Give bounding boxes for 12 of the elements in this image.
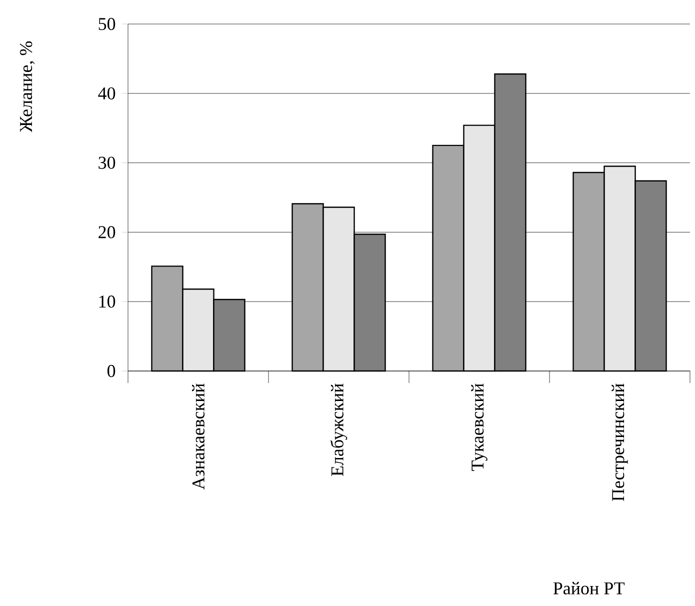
x-tick-label: Пестречинский	[612, 384, 628, 502]
x-tick-label: Тукаевский	[471, 384, 488, 471]
y-axis-title: Желание, %	[20, 41, 35, 132]
y-tick-label: 40	[98, 87, 116, 100]
x-axis-title: Район РТ	[553, 582, 625, 594]
x-tick-label: Елабужский	[330, 384, 348, 476]
y-tick-label: 30	[98, 156, 116, 169]
y-tick-label: 0	[107, 364, 116, 378]
x-tick-label: Азнакаевский	[192, 384, 204, 490]
y-tick-label: 50	[98, 18, 116, 30]
y-tick-label: 10	[99, 296, 116, 308]
y-tick-label: 20	[98, 226, 116, 238]
